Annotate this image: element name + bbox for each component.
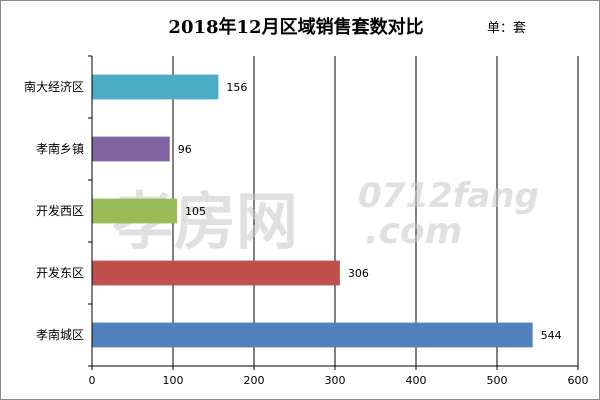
category-label: 开发西区 <box>36 203 84 218</box>
x-tick-label: 400 <box>406 374 427 387</box>
data-label: 105 <box>185 205 206 218</box>
unit-label: 单：套 <box>487 20 526 36</box>
grid-lines <box>172 56 579 366</box>
data-label: 306 <box>348 267 369 280</box>
data-label: 544 <box>541 329 562 342</box>
axes <box>88 55 579 370</box>
category-label: 开发东区 <box>36 265 84 280</box>
bar-5 <box>92 322 533 348</box>
data-label: 96 <box>178 143 192 156</box>
chart-title: 2018年12月区域销售套数对比 <box>168 16 423 38</box>
x-tick-label: 200 <box>244 374 265 387</box>
category-label: 南大经济区 <box>24 79 84 94</box>
watermark-site: 0712fang <box>358 176 539 216</box>
x-tick-label: 600 <box>568 374 589 387</box>
labels: 0 100 200 300 400 500 600 南大经济区 156 孝南乡镇 96 开发西区 105… <box>24 79 589 387</box>
x-tick-label: 300 <box>325 374 346 387</box>
bar-1 <box>92 74 219 100</box>
category-label: 孝南乡镇 <box>36 141 84 156</box>
watermark-domain: .com <box>365 211 462 252</box>
bars <box>92 74 533 348</box>
bar-3 <box>92 198 178 224</box>
x-tick-label: 0 <box>89 374 96 387</box>
data-label: 156 <box>226 81 247 94</box>
watermark: 孝房网 0712fang .com <box>112 176 539 258</box>
bar-4 <box>92 260 340 286</box>
bar-2 <box>92 136 170 162</box>
x-tick-label: 500 <box>487 374 508 387</box>
category-label: 孝南城区 <box>36 327 84 342</box>
x-tick-label: 100 <box>163 374 184 387</box>
